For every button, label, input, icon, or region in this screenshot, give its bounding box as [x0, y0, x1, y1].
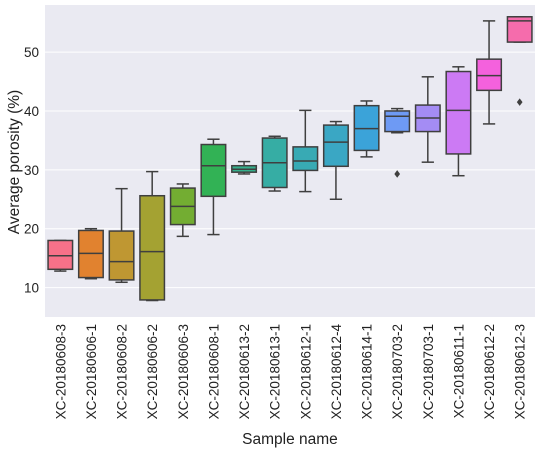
box-iqr: [322, 124, 349, 168]
y-tick-label: 10: [24, 281, 39, 296]
x-tick-label: XC-20180613-1: [268, 324, 283, 419]
box-2: [77, 227, 104, 280]
box-iqr: [139, 194, 166, 301]
box-8: [261, 135, 288, 192]
y-axis-label: Average porosity (%): [6, 90, 23, 234]
y-tick-label: 50: [24, 45, 39, 60]
box-iqr: [506, 16, 533, 43]
box-14: [445, 66, 472, 177]
y-tick-labels: 10 20 30 40 50: [24, 45, 39, 295]
box-11: [353, 100, 380, 158]
x-tick-label: XC-20180608-2: [115, 324, 130, 419]
box-3: [108, 187, 135, 284]
y-tick-label: 20: [24, 222, 39, 237]
x-tick-label: XC-20180608-3: [53, 324, 68, 419]
x-tick-label: XC-20180703-2: [390, 324, 405, 419]
box-10: [322, 120, 349, 201]
box-iqr: [292, 146, 319, 172]
outlier-point: [394, 170, 401, 178]
box-series: [47, 16, 533, 302]
box-7: [231, 160, 258, 175]
y-tick-label: 30: [24, 163, 39, 178]
x-tick-labels: XC-20180608-3 XC-20180606-1 XC-20180608-2 X…: [53, 324, 527, 420]
box-5: [169, 183, 196, 238]
box-4: [139, 170, 166, 302]
box-1: [47, 239, 74, 272]
x-tick-label: XC-20180612-3: [513, 324, 528, 419]
x-tick-label: XC-20180606-3: [176, 324, 191, 419]
x-tick-label: XC-20180613-2: [237, 324, 252, 419]
x-axis-label: Sample name: [242, 431, 338, 448]
box-12: [384, 107, 411, 178]
box-9: [292, 109, 319, 193]
x-tick-label: XC-20180612-1: [298, 324, 313, 419]
x-tick-label: XC-20180606-2: [145, 324, 160, 419]
x-tick-label: XC-20180608-1: [206, 324, 221, 419]
box-15: [476, 20, 503, 125]
box-6: [200, 138, 227, 236]
x-tick-label: XC-20180612-4: [329, 324, 344, 420]
gridlines: [45, 51, 535, 289]
box-iqr: [384, 110, 411, 133]
x-tick-label: XC-20180614-1: [360, 324, 375, 419]
box-16: [506, 16, 533, 106]
x-tick-label: XC-20180703-1: [421, 324, 436, 419]
box-iqr: [445, 70, 472, 155]
box-iqr: [200, 143, 227, 198]
x-tick-label: XC-20180611-1: [451, 324, 466, 418]
x-tick-label: XC-20180606-1: [84, 324, 99, 419]
y-tick-label: 40: [24, 104, 39, 119]
box-iqr: [108, 230, 135, 281]
box-13: [414, 76, 441, 163]
box-iqr: [476, 58, 503, 92]
x-tick-label: XC-20180612-2: [482, 324, 497, 419]
box-iqr: [47, 239, 74, 271]
outlier-point: [516, 98, 523, 106]
